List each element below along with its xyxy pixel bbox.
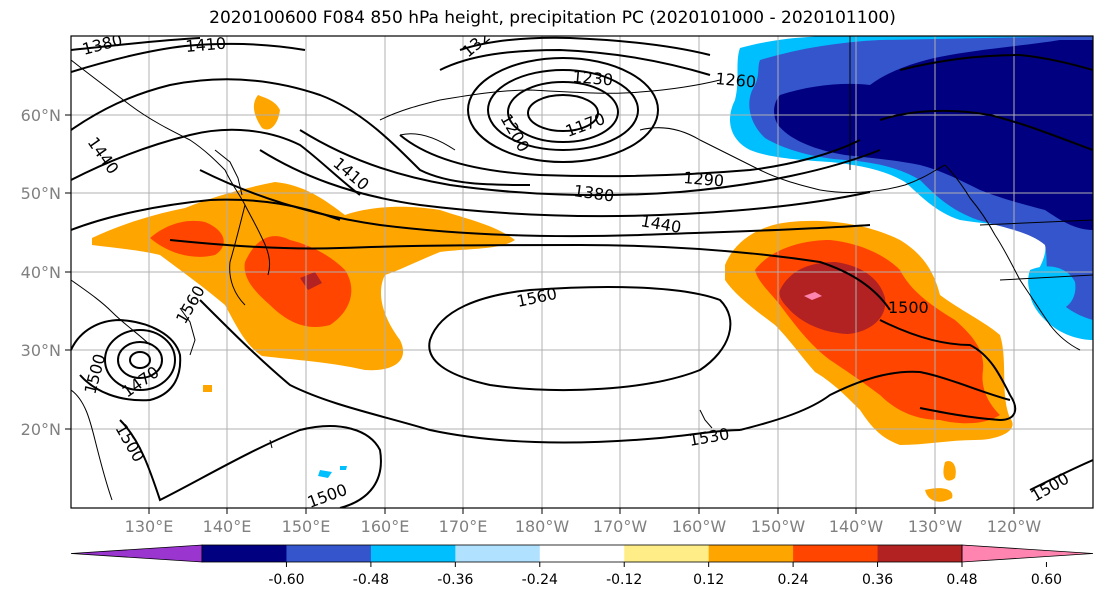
map-plot-area: 1380 1410 1320 1230 1260 1170 1200 1290 … [71,34,1093,508]
svg-text:1260: 1260 [715,69,757,91]
lon-label-140e: 140°E [203,517,252,536]
colorbar-swatch [877,545,963,562]
latitude-labels: 60°N 50°N 40°N 30°N 20°N [21,106,61,439]
svg-text:1410: 1410 [185,34,227,56]
colorbar-max-extension [961,544,1094,563]
lat-label-60n: 60°N [21,106,61,125]
colorbar: -0.60 -0.48 -0.36 -0.24 -0.12 0.12 0.24 0.36 0.4… [70,544,1094,588]
colorbar-tick-label: 0.36 [862,572,893,588]
colorbar-swatch [202,545,287,562]
coastlines [71,36,1093,501]
lon-label-180w: 180°W [515,517,570,536]
colorbar-swatch [370,545,456,562]
lat-label-20n: 20°N [21,420,61,439]
axis-ticks [65,114,1015,514]
colorbar-frame [201,544,963,563]
lon-label-130w: 130°W [908,517,963,536]
colorbar-tick-label: 0.60 [1031,572,1062,588]
colorbar-tick-label: 0.24 [778,572,809,588]
svg-text:1230: 1230 [572,67,614,89]
colorbar-swatch [708,545,794,562]
lon-label-120w: 120°W [987,517,1042,536]
colorbar-swatch [455,545,541,562]
lat-label-50n: 50°N [21,184,61,203]
lon-label-160e: 160°E [361,517,410,536]
colorbar-min-extension [70,544,203,563]
colorbar-swatch [539,545,625,562]
map-title: 2020100600 F084 850 hPa height, precipit… [209,8,896,28]
lon-label-140w: 140°W [829,517,884,536]
height-contours [71,36,1093,508]
colorbar-tick-label: -0.36 [437,572,473,588]
lon-label-160w: 160°W [672,517,727,536]
colorbar-tick-label: -0.60 [268,572,304,588]
colorbar-tick-label: 0.12 [693,572,724,588]
lat-label-40n: 40°N [21,263,61,282]
svg-text:1290: 1290 [683,168,725,190]
colorbar-swatch [286,545,372,562]
colorbar-swatch [793,545,879,562]
lon-label-150w: 150°W [751,517,806,536]
lat-label-30n: 30°N [21,341,61,360]
lon-label-170e: 170°E [439,517,488,536]
graticule [71,36,1093,508]
colorbar-tick-label: 0.48 [946,572,977,588]
colorbar-swatch [624,545,710,562]
lon-label-170w: 170°W [593,517,648,536]
colorbar-tick-label: -0.48 [353,572,389,588]
colorbar-tick-label: -0.24 [522,572,558,588]
lon-label-130e: 130°E [125,517,174,536]
svg-text:1500: 1500 [888,298,929,317]
lon-label-150e: 150°E [282,517,331,536]
colorbar-tick-label: -0.12 [606,572,642,588]
longitude-labels: 130°E 140°E 150°E 160°E 170°E 180°W 170°… [125,517,1042,536]
